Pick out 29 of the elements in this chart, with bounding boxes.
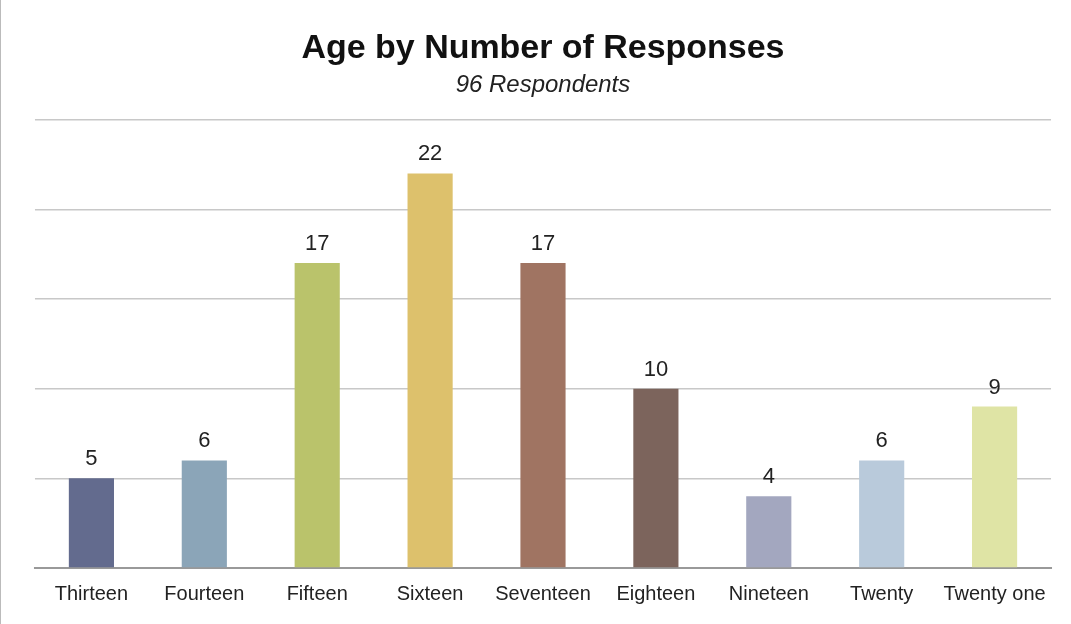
- bar: [181, 460, 227, 568]
- data-label: 4: [762, 463, 775, 489]
- data-label: 22: [417, 140, 443, 166]
- bar: [971, 406, 1018, 568]
- x-tick-label: Eighteen: [616, 581, 696, 604]
- bar: [746, 496, 792, 568]
- bar: [68, 478, 114, 568]
- bar: [294, 263, 340, 568]
- data-label: 10: [643, 355, 669, 381]
- bar: [520, 263, 566, 568]
- x-tick-label: Fifteen: [286, 581, 348, 604]
- data-label: 17: [304, 230, 330, 256]
- chart-title: Age by Number of Responses: [301, 26, 785, 65]
- data-label: 9: [988, 373, 1001, 399]
- data-label: 5: [85, 445, 98, 471]
- data-label: 6: [875, 427, 888, 453]
- x-tick-label: Sixteen: [396, 581, 464, 604]
- bar: [859, 460, 905, 568]
- x-tick-label: Fourteen: [164, 581, 245, 604]
- chart-subtitle: 96 Respondents: [455, 69, 631, 97]
- bar: [407, 173, 453, 568]
- x-tick-label: Nineteen: [728, 581, 809, 604]
- data-label: 17: [530, 230, 556, 256]
- bar: [633, 388, 679, 568]
- x-tick-label: Thirteen: [54, 581, 129, 604]
- x-tick-label: Twenty one: [943, 581, 1046, 604]
- x-tick-label: Seventeen: [495, 581, 591, 604]
- data-label: 6: [198, 427, 211, 453]
- x-tick-label: Twenty: [850, 581, 914, 604]
